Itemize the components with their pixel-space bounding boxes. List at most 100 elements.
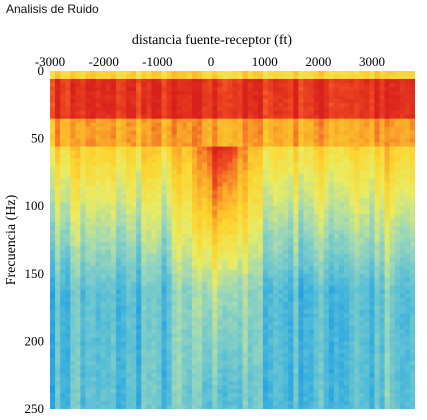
heatmap-cell	[267, 238, 274, 243]
heatmap-cell	[267, 281, 274, 287]
heatmap-cell	[171, 86, 178, 92]
heatmap-cell	[242, 74, 249, 80]
heatmap-cell	[146, 249, 152, 255]
heatmap-cell	[283, 313, 289, 319]
heatmap-cell	[60, 202, 66, 207]
heatmap-cell	[217, 194, 223, 199]
heatmap-cell	[384, 245, 391, 251]
heatmap-cell	[399, 230, 406, 235]
heatmap-cell	[394, 214, 401, 219]
heatmap-cell	[399, 106, 406, 112]
heatmap-cell	[136, 305, 142, 311]
heatmap-cell	[70, 305, 76, 311]
heatmap-cell	[369, 269, 376, 275]
heatmap-cell	[50, 297, 56, 303]
heatmap-cell	[328, 110, 335, 116]
heatmap-cell	[120, 134, 127, 140]
heatmap-cell	[70, 222, 76, 227]
heatmap-cell	[131, 265, 137, 271]
heatmap-cell	[267, 82, 274, 88]
heatmap-cell	[247, 214, 254, 219]
heatmap-cell	[333, 317, 340, 323]
heatmap-cell	[85, 150, 92, 156]
heatmap-cell	[141, 190, 147, 195]
heatmap-cell	[359, 265, 365, 271]
heatmap-cell	[404, 301, 411, 307]
heatmap-cell	[146, 273, 152, 279]
heatmap-cell	[181, 134, 188, 140]
heatmap-cell	[120, 194, 127, 199]
heatmap-cell	[354, 130, 360, 136]
heatmap-cell	[176, 253, 183, 259]
heatmap-cell	[333, 293, 340, 299]
heatmap-cell	[186, 329, 193, 335]
heatmap-cell	[222, 301, 229, 307]
heatmap-cell	[80, 261, 87, 267]
heatmap-cell	[404, 74, 411, 80]
heatmap-cell	[75, 174, 82, 179]
heatmap-cell	[126, 281, 132, 287]
heatmap-cell	[369, 98, 376, 104]
heatmap-cell	[171, 226, 178, 231]
heatmap-cell	[344, 206, 350, 211]
heatmap-cell	[212, 114, 218, 120]
heatmap-cell	[80, 257, 87, 263]
heatmap-cell	[207, 234, 213, 239]
heatmap-cell	[349, 277, 355, 283]
heatmap-cell	[369, 158, 376, 164]
heatmap-cell	[95, 154, 102, 160]
heatmap-cell	[100, 114, 107, 120]
heatmap-cell	[197, 150, 203, 156]
heatmap-cell	[354, 289, 360, 295]
heatmap-cell	[389, 321, 396, 327]
heatmap-cell	[389, 90, 396, 96]
heatmap-cell	[227, 305, 234, 311]
heatmap-cell	[171, 142, 178, 148]
heatmap-cell	[207, 277, 213, 283]
heatmap-cell	[298, 341, 305, 346]
heatmap-cell	[298, 277, 305, 283]
heatmap-cell	[252, 257, 259, 263]
heatmap-cell	[313, 317, 320, 323]
heatmap-cell	[136, 281, 142, 287]
heatmap-cell	[394, 218, 401, 223]
heatmap-cell	[146, 234, 152, 239]
heatmap-cell	[60, 194, 66, 199]
heatmap-cell	[364, 142, 370, 148]
heatmap-cell	[161, 218, 168, 223]
heatmap-cell	[171, 150, 178, 156]
heatmap-cell	[262, 190, 269, 195]
heatmap-cell	[232, 162, 239, 168]
heatmap-cell	[288, 194, 294, 199]
heatmap-cell	[95, 146, 102, 152]
heatmap-cell	[252, 281, 259, 287]
heatmap-cell	[85, 98, 92, 104]
heatmap-cell	[227, 146, 234, 152]
heatmap-cell	[110, 138, 117, 144]
heatmap-cell	[191, 158, 198, 164]
heatmap-cell	[267, 293, 274, 299]
heatmap-cell	[146, 114, 152, 120]
heatmap-cell	[384, 170, 391, 175]
heatmap-cell	[115, 337, 122, 342]
heatmap-cell	[369, 234, 376, 239]
heatmap-cell	[166, 313, 173, 319]
heatmap-cell	[328, 170, 335, 175]
heatmap-cell	[318, 293, 325, 299]
heatmap-cell	[55, 178, 61, 183]
heatmap-cell	[232, 273, 239, 279]
heatmap-cell	[293, 162, 300, 168]
heatmap-cell	[257, 78, 264, 84]
heatmap-cell	[65, 218, 71, 223]
heatmap-cell	[333, 206, 340, 211]
heatmap-cell	[293, 98, 300, 104]
heatmap-cell	[252, 102, 259, 108]
heatmap-cell	[217, 170, 223, 175]
heatmap-cell	[308, 122, 315, 128]
heatmap-cell	[115, 190, 122, 195]
heatmap-cell	[323, 309, 330, 315]
heatmap-cell	[288, 329, 294, 335]
heatmap-cell	[151, 78, 158, 84]
heatmap-cell	[409, 337, 415, 342]
heatmap-cell	[100, 126, 107, 132]
